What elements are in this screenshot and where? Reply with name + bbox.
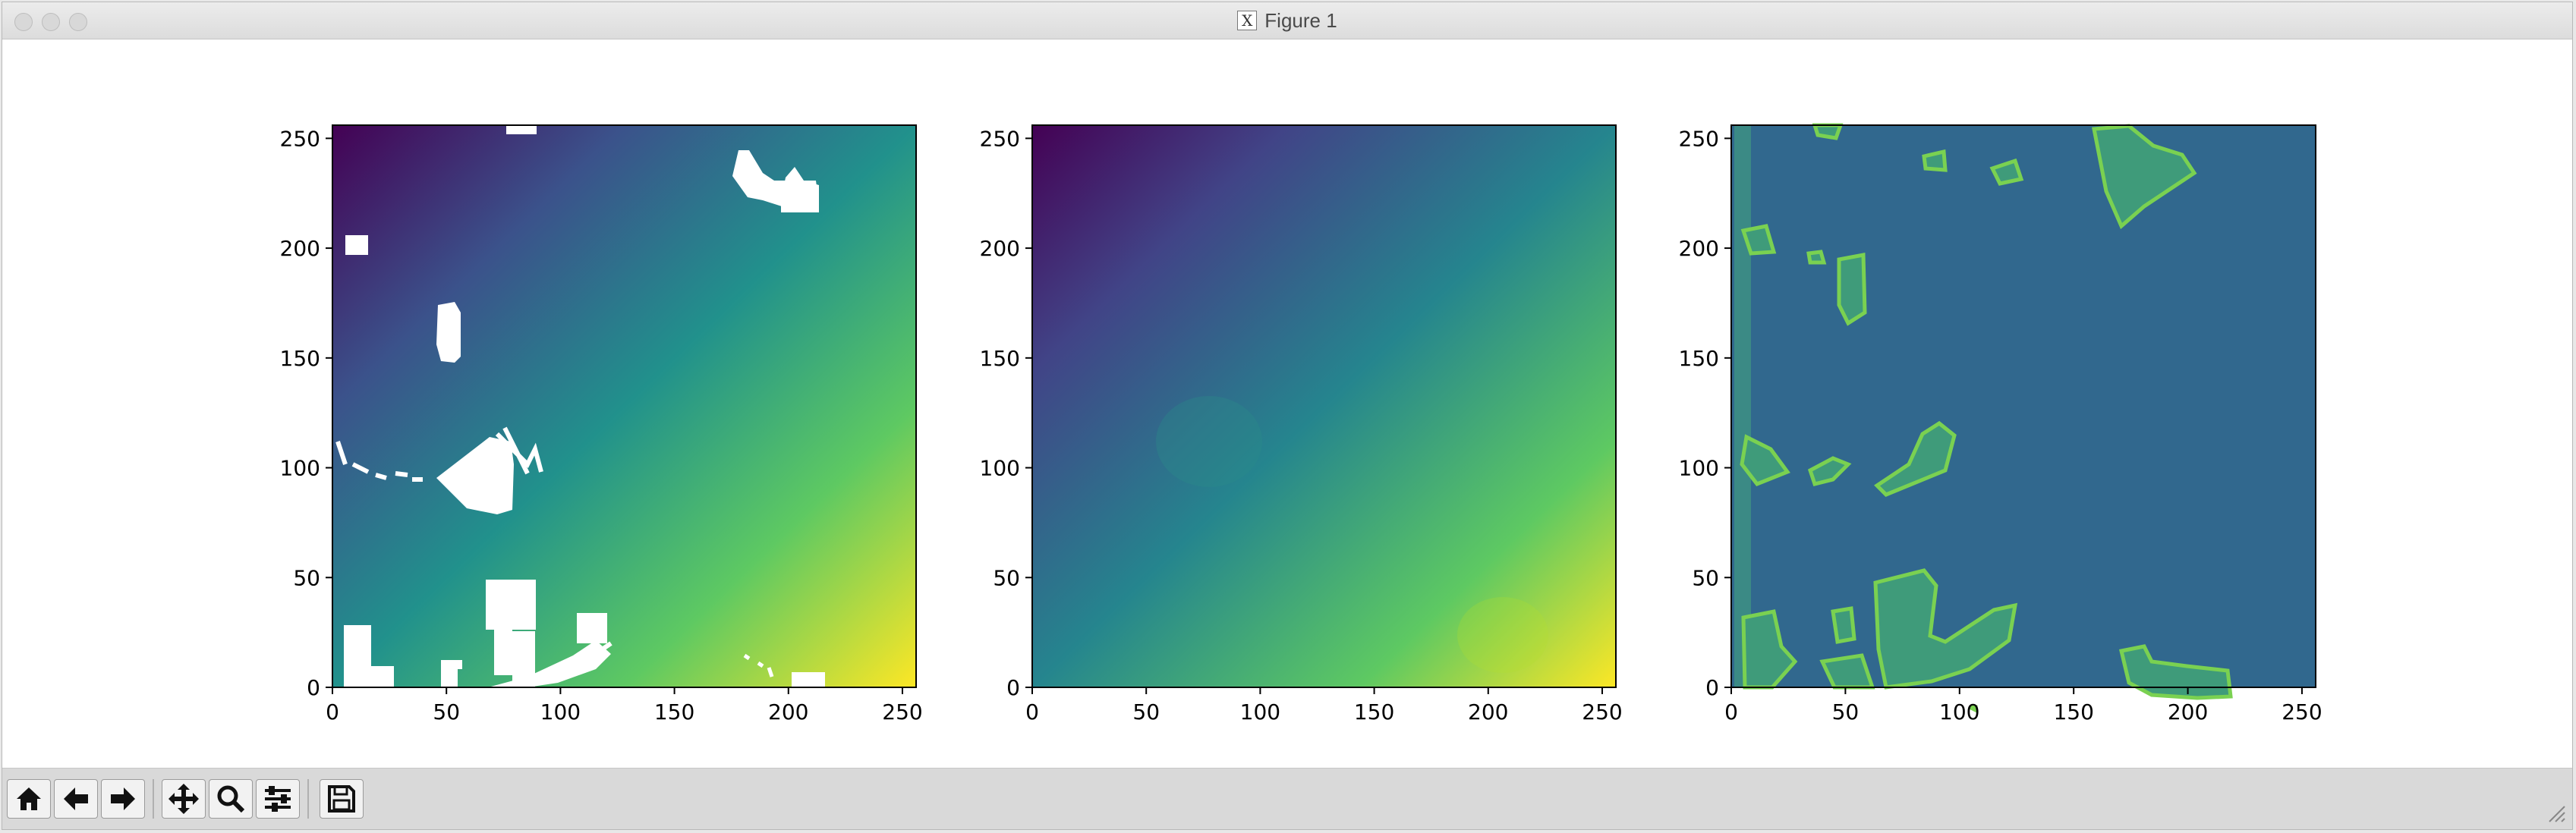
x-tick-label: 250 xyxy=(1582,699,1622,725)
panel-3: 0 50 100 150 200 250 0 50 100 150 200 250 xyxy=(1679,123,2322,725)
y-tick-label: 200 xyxy=(1679,236,1719,261)
x11-app-icon: X xyxy=(1237,11,1258,30)
zoom-window-button[interactable] xyxy=(69,13,87,31)
y-tick-label: 0 xyxy=(1705,675,1719,700)
x-tick-label: 150 xyxy=(2053,699,2093,725)
panel-1-frame xyxy=(332,124,917,688)
title-bar[interactable]: X Figure 1 xyxy=(2,2,2572,39)
toolbar-separator xyxy=(153,779,154,819)
y-tick-label: 150 xyxy=(280,346,320,371)
x-tick-label: 0 xyxy=(1025,699,1039,725)
move-icon xyxy=(168,784,199,814)
x-tick-label: 250 xyxy=(2282,699,2322,725)
figure-canvas[interactable]: 0 50 100 150 200 250 0 50 100 150 200 250 0 50 100 15… xyxy=(11,39,2563,769)
panel-1-x-axis: 0 50 100 150 200 250 xyxy=(326,687,923,725)
toolbar-separator xyxy=(307,779,309,819)
x-tick-label: 50 xyxy=(1832,699,1860,725)
panel-3-y-axis: 0 50 100 150 200 250 xyxy=(1679,126,1731,700)
y-tick-label: 50 xyxy=(993,565,1020,590)
x-tick-label: 250 xyxy=(882,699,922,725)
panel-2-image xyxy=(1032,125,1616,687)
panel-3-x-axis: 0 50 100 150 200 250 xyxy=(1724,687,2322,725)
back-button[interactable] xyxy=(54,779,98,819)
y-tick-label: 50 xyxy=(293,565,320,590)
y-tick-label: 100 xyxy=(280,456,320,481)
panel-1: 0 50 100 150 200 250 0 50 100 150 200 250 xyxy=(280,124,923,725)
x-tick-label: 0 xyxy=(326,699,339,725)
sliders-icon xyxy=(265,786,291,812)
navigation-toolbar xyxy=(2,768,2572,829)
panel-2-x-axis: 0 50 100 150 200 250 xyxy=(1025,687,1623,725)
panel-3-edge-features xyxy=(1734,123,2233,714)
y-tick-label: 100 xyxy=(1679,456,1719,481)
panel-3-frame xyxy=(1730,124,2316,688)
x-tick-label: 200 xyxy=(1468,699,1508,725)
x-tick-label: 200 xyxy=(2168,699,2208,725)
panel-2-y-axis: 0 50 100 150 200 250 xyxy=(980,126,1032,700)
pan-button[interactable] xyxy=(162,779,206,819)
panel-2-frame xyxy=(1031,124,1617,688)
y-tick-label: 200 xyxy=(280,236,320,261)
x-tick-label: 200 xyxy=(768,699,808,725)
y-tick-label: 150 xyxy=(980,346,1020,371)
x-tick-label: 150 xyxy=(654,699,694,725)
y-tick-label: 100 xyxy=(980,456,1020,481)
x-tick-label: 100 xyxy=(1240,699,1280,725)
arrow-right-icon xyxy=(111,787,135,810)
forward-button[interactable] xyxy=(101,779,145,819)
x-tick-label: 150 xyxy=(1354,699,1394,725)
resize-grip-icon[interactable] xyxy=(2543,800,2566,823)
panel-2-smooth-bump xyxy=(1457,597,1548,673)
y-tick-label: 0 xyxy=(1006,675,1020,700)
y-tick-label: 150 xyxy=(1679,346,1719,371)
panel-1-y-axis: 0 50 100 150 200 250 xyxy=(280,126,332,700)
minimize-window-button[interactable] xyxy=(42,13,60,31)
window-title: Figure 1 xyxy=(1264,8,1337,32)
title-wrap: X Figure 1 xyxy=(2,2,2572,39)
floppy-disk-icon xyxy=(328,785,355,813)
magnifier-icon xyxy=(217,785,245,813)
x-tick-label: 100 xyxy=(540,699,581,725)
figure-svg: 0 50 100 150 200 250 0 50 100 150 200 250 0 50 100 15… xyxy=(280,123,2322,725)
home-button[interactable] xyxy=(7,779,51,819)
y-tick-label: 250 xyxy=(280,126,320,151)
arrow-left-icon xyxy=(64,787,88,810)
home-icon xyxy=(17,787,41,810)
x-tick-label: 0 xyxy=(1724,699,1738,725)
y-tick-label: 200 xyxy=(980,236,1020,261)
y-tick-label: 250 xyxy=(1679,126,1719,151)
panel-2-smooth-bump xyxy=(1156,396,1262,487)
panel-1-missing-data xyxy=(335,125,825,695)
x-tick-label: 100 xyxy=(1939,699,1979,725)
panel-2: 0 50 100 150 200 250 0 50 100 150 200 250 xyxy=(980,124,1623,725)
save-button[interactable] xyxy=(320,779,364,819)
y-tick-label: 250 xyxy=(980,126,1020,151)
zoom-button[interactable] xyxy=(209,779,253,819)
panel-3-image xyxy=(1731,125,2316,687)
x-tick-label: 50 xyxy=(433,699,460,725)
x-tick-label: 50 xyxy=(1132,699,1160,725)
panel-1-image xyxy=(332,125,916,687)
y-tick-label: 0 xyxy=(307,675,320,700)
configure-subplots-button[interactable] xyxy=(256,779,300,819)
y-tick-label: 50 xyxy=(1692,565,1719,590)
close-window-button[interactable] xyxy=(14,13,33,31)
